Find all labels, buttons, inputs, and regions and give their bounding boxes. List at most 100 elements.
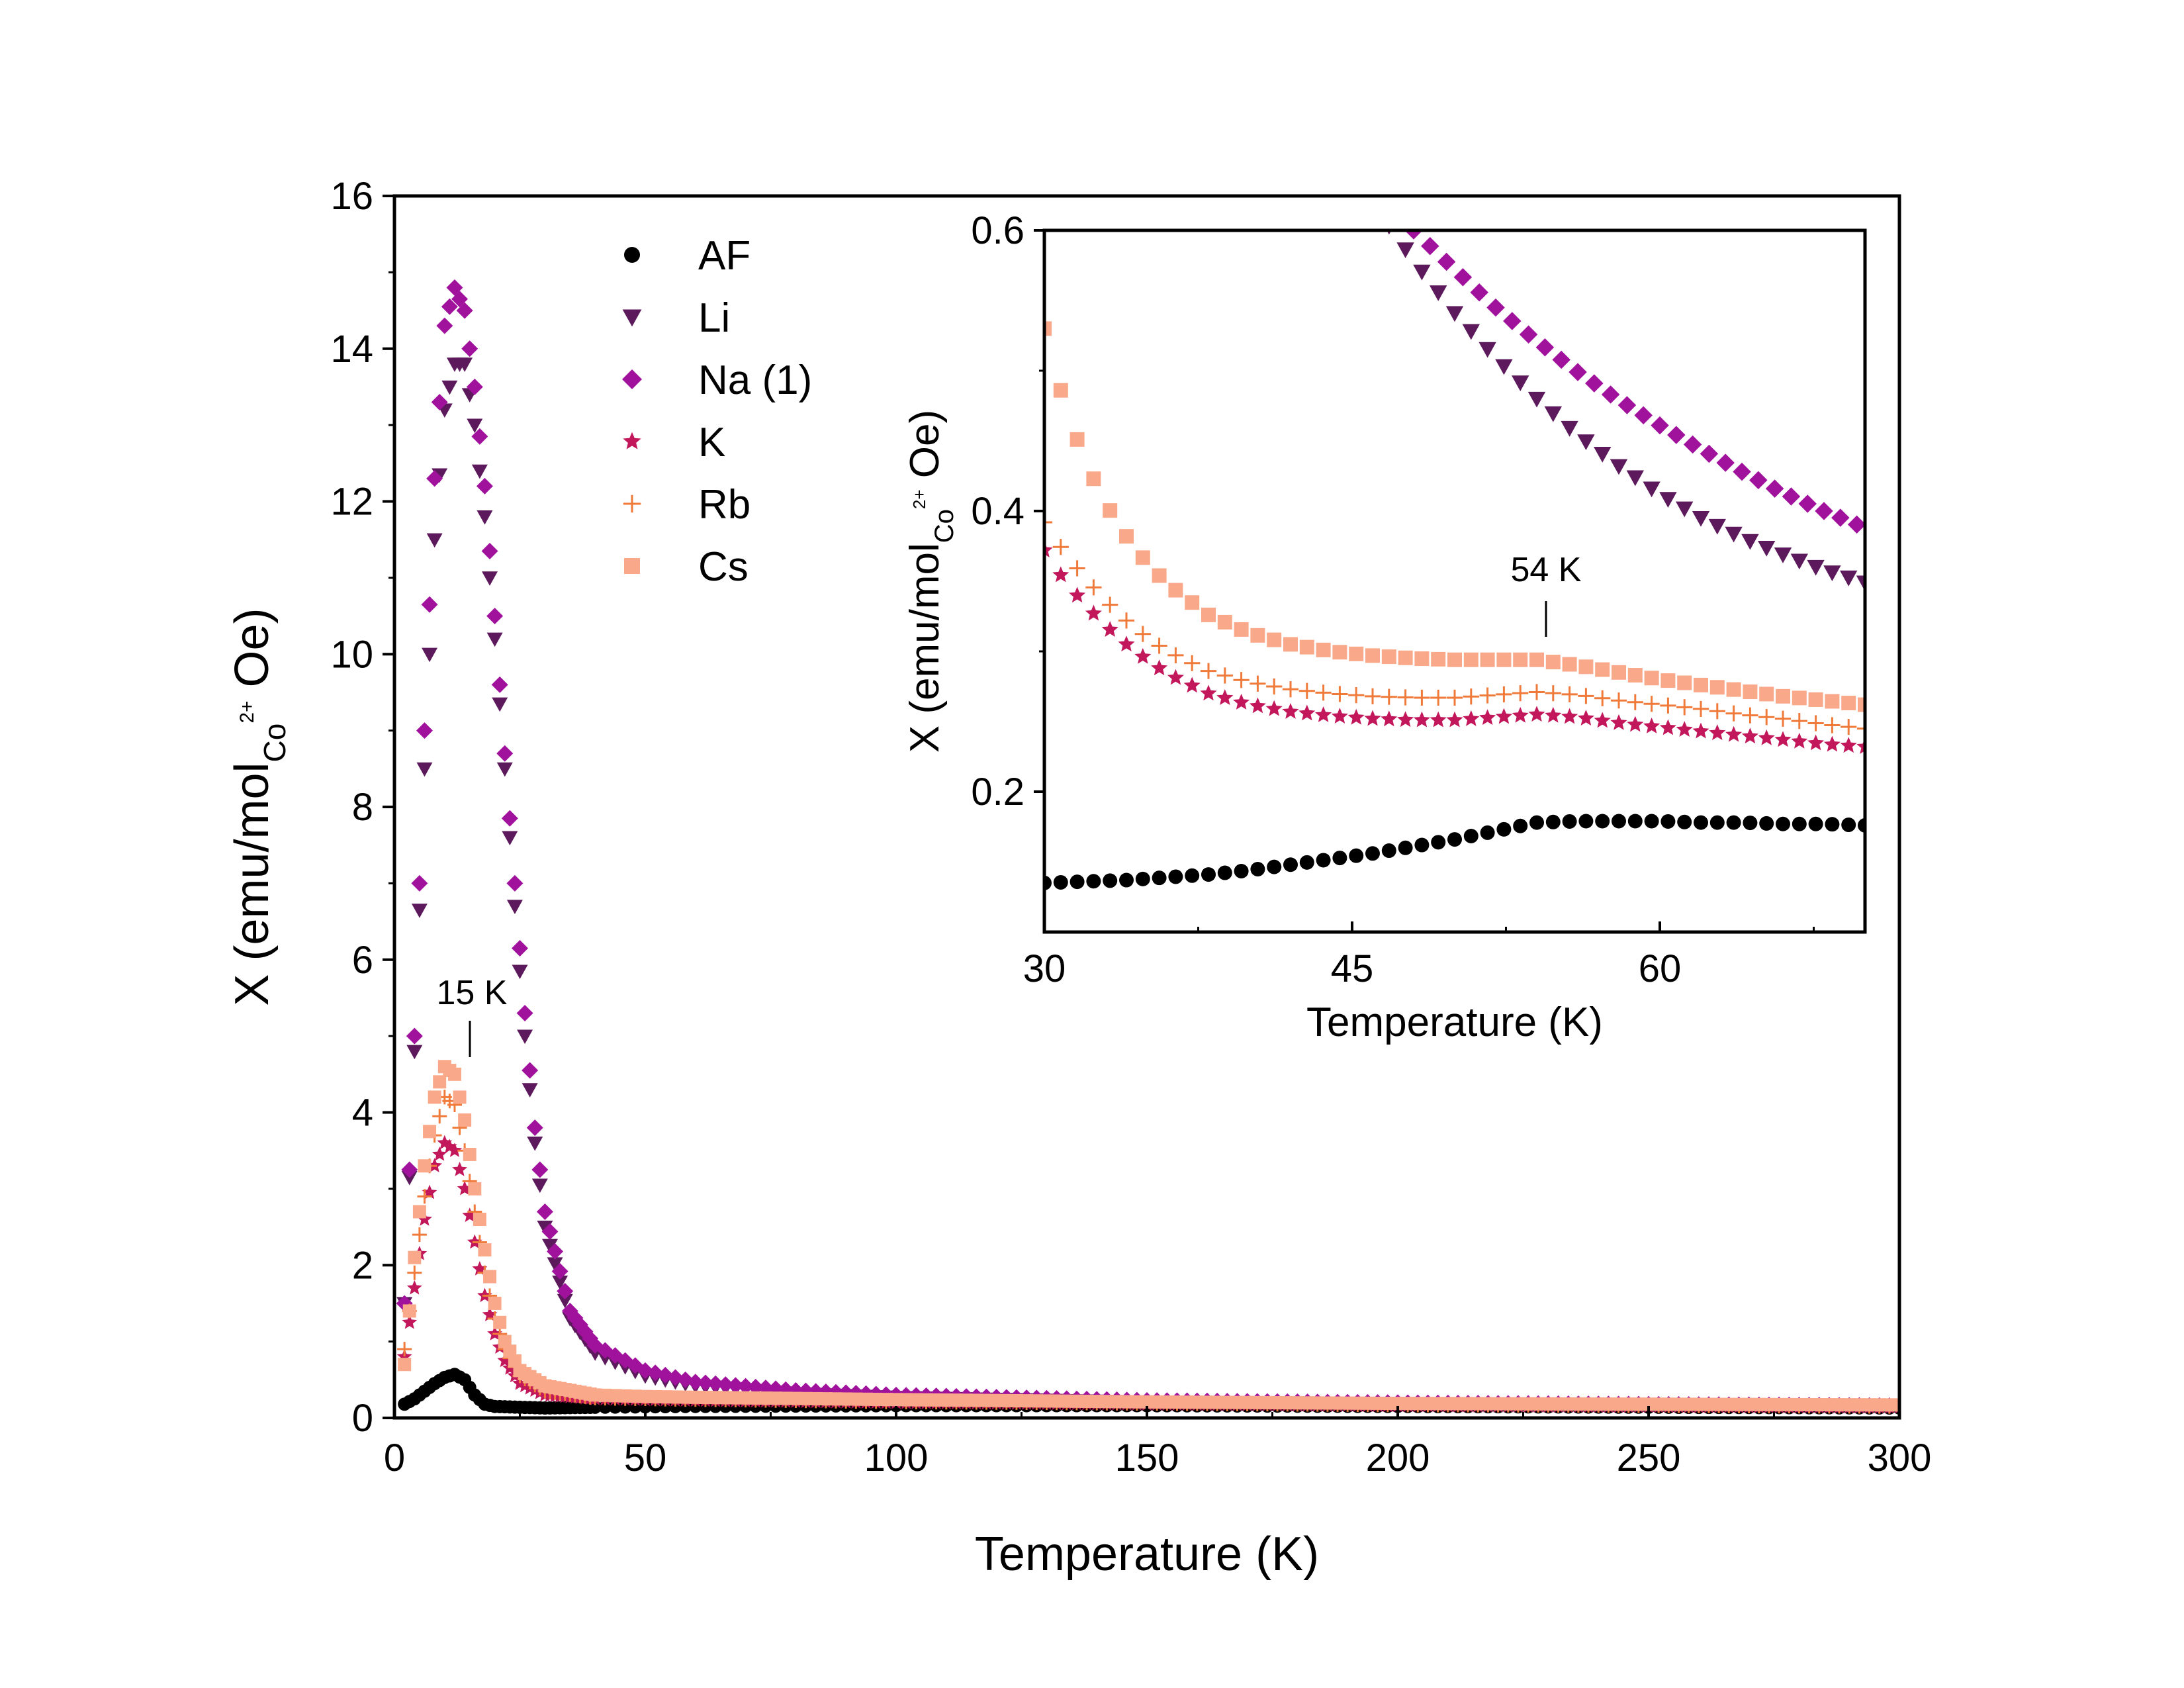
main-point-cs xyxy=(1631,1397,1645,1411)
main-point-cs xyxy=(1461,1397,1475,1411)
main-point-cs xyxy=(423,1125,437,1139)
main-point-cs xyxy=(949,1393,963,1407)
inset-point-af xyxy=(1069,874,1085,890)
legend-label-cs: Cs xyxy=(698,544,749,590)
main-point-cs xyxy=(1401,1397,1415,1411)
inset-point-k xyxy=(1044,541,1053,558)
inset-point-rb xyxy=(1512,685,1529,702)
inset-point-k xyxy=(1676,721,1693,737)
main-point-cs xyxy=(598,1388,612,1402)
inset-point-k xyxy=(1659,719,1676,735)
main-point-cs xyxy=(1100,1395,1114,1409)
inset-point-li xyxy=(1577,434,1595,451)
main-point-cs xyxy=(859,1392,873,1406)
inset-point-na-1 xyxy=(1700,444,1719,463)
main-point-cs xyxy=(999,1393,1013,1407)
main-point-cs xyxy=(1230,1395,1244,1409)
main-point-cs xyxy=(1582,1397,1596,1411)
inset-point-cs xyxy=(1299,639,1314,655)
main-point-cs xyxy=(1662,1397,1676,1411)
inset-point-cs xyxy=(1332,645,1347,660)
inset-point-rb xyxy=(1807,715,1824,731)
inset-point-cs xyxy=(1578,659,1594,675)
main-point-li xyxy=(467,418,483,434)
main-point-cs xyxy=(869,1392,883,1406)
inset-point-k xyxy=(1561,708,1578,724)
main-point-li xyxy=(422,647,438,663)
inset-point-rb xyxy=(1069,560,1085,577)
main-point-k xyxy=(432,1146,447,1161)
main-point-rb xyxy=(417,1189,432,1204)
main-point-cs xyxy=(1672,1397,1686,1411)
main-y-tick-label: 4 xyxy=(352,1092,373,1135)
main-data-points xyxy=(396,279,1899,1415)
main-point-cs xyxy=(412,1205,426,1219)
inset-point-cs xyxy=(1595,662,1610,677)
inset-point-cs xyxy=(1627,668,1643,683)
main-y-axis-title-sub: Co xyxy=(257,724,292,763)
inset-point-af xyxy=(1283,857,1298,872)
inset-point-rb xyxy=(1545,685,1561,702)
inset-data-points xyxy=(1044,230,1865,890)
main-point-li xyxy=(522,1083,538,1098)
main-point-cs xyxy=(628,1389,642,1403)
main-point-na-1 xyxy=(411,874,428,892)
inset-point-af xyxy=(1578,814,1594,829)
inset-point-rb xyxy=(1266,678,1283,695)
inset-point-rb xyxy=(1676,699,1693,716)
inset-point-k xyxy=(1397,711,1414,727)
main-point-na-1 xyxy=(547,1243,564,1260)
main-point-li xyxy=(457,357,473,372)
main-point-cs xyxy=(1411,1397,1425,1411)
inset-point-rb xyxy=(1282,681,1299,698)
main-point-cs xyxy=(1501,1397,1515,1411)
main-point-cs xyxy=(1140,1395,1154,1409)
main-point-cs xyxy=(1571,1397,1585,1411)
main-point-cs xyxy=(989,1393,1003,1407)
inset-point-k xyxy=(1430,711,1447,727)
inset-point-k xyxy=(1495,708,1512,724)
main-point-cs xyxy=(433,1075,447,1089)
main-point-cs xyxy=(698,1391,712,1405)
inset-point-cs xyxy=(1267,632,1282,647)
inset-point-rb xyxy=(1496,686,1512,702)
inset-point-rb xyxy=(1332,686,1348,702)
inset-point-na-1 xyxy=(1749,471,1768,490)
inset-point-li xyxy=(1527,391,1546,408)
main-y-axis-title: X (emu/molCo2+ Oe) xyxy=(226,608,292,1006)
main-point-cs xyxy=(979,1393,993,1407)
inset-plot-frame xyxy=(1042,228,1867,934)
inset-transition-annotation: 54 K xyxy=(1511,551,1582,637)
inset-point-li xyxy=(1823,565,1841,582)
main-point-cs xyxy=(1180,1395,1194,1409)
inset-point-rb xyxy=(1841,718,1857,735)
main-point-cs xyxy=(618,1389,632,1403)
main-point-cs xyxy=(739,1391,752,1405)
inset-point-cs xyxy=(1234,622,1249,637)
inset-point-af xyxy=(1250,862,1265,877)
main-point-k xyxy=(406,1280,422,1295)
inset-point-cs xyxy=(1513,652,1528,667)
inset-point-rb xyxy=(1381,688,1397,705)
main-point-cs xyxy=(1561,1397,1575,1411)
main-point-cs xyxy=(1271,1395,1285,1409)
main-point-cs xyxy=(1310,1396,1324,1410)
main-point-cs xyxy=(1882,1398,1896,1412)
inset-point-k xyxy=(1594,712,1611,728)
inset-point-rb xyxy=(1200,663,1217,679)
inset-point-cs xyxy=(1776,688,1790,704)
main-point-li xyxy=(492,697,508,712)
main-point-cs xyxy=(719,1391,733,1405)
inset-series-cs xyxy=(1044,321,1865,712)
main-point-na-1 xyxy=(426,470,443,487)
main-point-cs xyxy=(1772,1397,1786,1411)
main-point-na-1 xyxy=(717,1376,734,1393)
inset-point-rb xyxy=(1315,684,1332,701)
main-y-axis-title-sup: 2+ xyxy=(236,700,258,723)
main-y-tick-label: 16 xyxy=(330,175,373,218)
main-point-cs xyxy=(1602,1397,1615,1411)
main-point-rb xyxy=(412,1227,427,1243)
main-plot-panel: 0 50 100 150 200 250 300 0 2 4 6 8 10 12 14 16 Tempera… xyxy=(226,175,1931,1581)
main-point-cs xyxy=(1341,1396,1355,1410)
main-point-cs xyxy=(1120,1395,1134,1409)
